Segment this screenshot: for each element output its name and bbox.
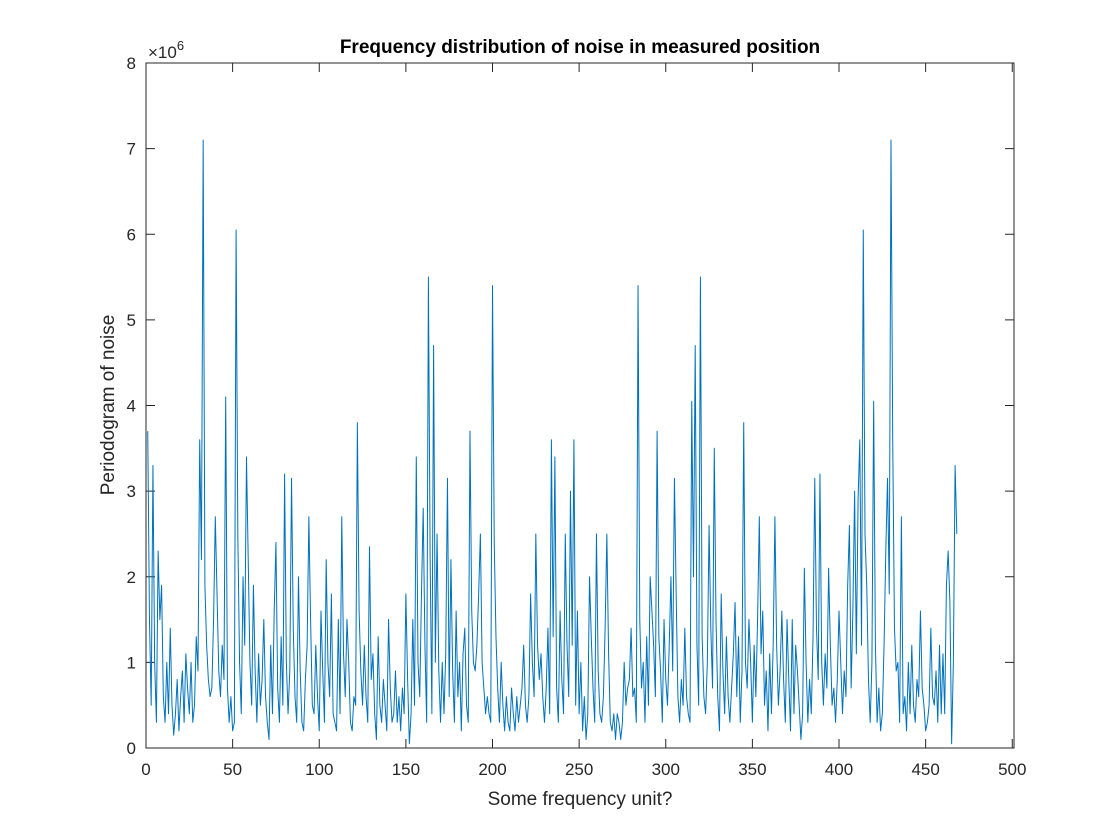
y-axis-label: Periodogram of noise xyxy=(98,315,119,496)
x-tick-label: 400 xyxy=(825,760,853,779)
y-tick-label: 3 xyxy=(127,482,136,501)
y-exponent-base: ×10 xyxy=(148,43,177,62)
x-tick-label: 150 xyxy=(392,760,420,779)
x-tick-label: 350 xyxy=(738,760,766,779)
y-tick-label: 2 xyxy=(127,568,136,587)
x-tick-label: 500 xyxy=(998,760,1026,779)
y-tick-label: 6 xyxy=(127,225,136,244)
y-tick-label: 1 xyxy=(127,653,136,672)
x-tick-label: 450 xyxy=(911,760,939,779)
plot-area xyxy=(146,63,1014,748)
x-tick-label: 0 xyxy=(141,760,150,779)
y-tick-label: 8 xyxy=(127,54,136,73)
chart-title: Frequency distribution of noise in measu… xyxy=(340,37,820,58)
tick-labels: 0 50 100 150 200 250 300 350 400 450 500 0 1 2 3 4 5 6 7 8 xyxy=(127,54,1027,779)
x-tick-label: 100 xyxy=(305,760,333,779)
y-tick-label: 5 xyxy=(127,311,136,330)
y-exponent-label: ×106 xyxy=(148,38,184,62)
y-exponent-power: 6 xyxy=(177,38,184,53)
x-tick-label: 300 xyxy=(652,760,680,779)
x-tick-label: 200 xyxy=(478,760,506,779)
x-axis-label: Some frequency unit? xyxy=(488,789,673,810)
x-tick-label: 50 xyxy=(223,760,242,779)
y-tick-label: 7 xyxy=(127,140,136,159)
axes-box xyxy=(145,62,1015,749)
x-tick-label: 250 xyxy=(565,760,593,779)
y-tick-label: 0 xyxy=(127,739,136,758)
y-tick-label: 4 xyxy=(127,397,136,416)
series-line xyxy=(147,139,958,745)
